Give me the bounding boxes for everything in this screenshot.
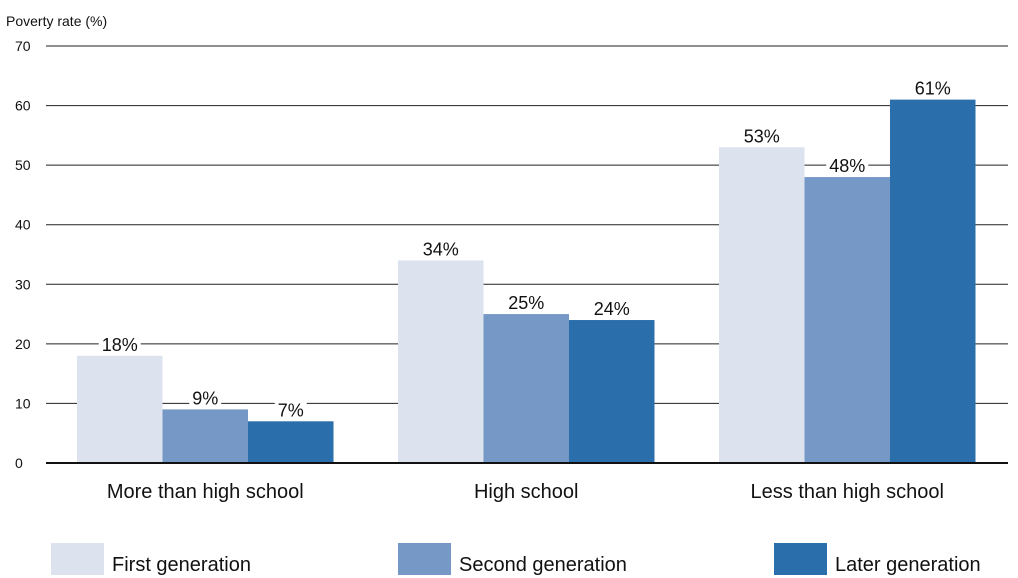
data-label-background [505, 293, 548, 314]
y-tick-label-30: 30 [15, 276, 31, 292]
legend-swatch-first-generation [51, 543, 104, 575]
data-label-background [740, 126, 783, 147]
data-label-background [911, 78, 954, 99]
bar-more-than-high-school-later-generation [248, 421, 334, 463]
legend-swatch-later-generation [774, 543, 827, 575]
labels: 0 10 20 30 40 50 60 70 18% 9% 7% More than high sch… [15, 38, 954, 503]
data-label-high-school-first-generation: 34% [423, 239, 459, 259]
y-tick-label-60: 60 [15, 98, 31, 114]
data-label-high-school-second-generation: 25% [508, 293, 544, 313]
data-label-less-than-high-school-second-generation: 48% [829, 156, 865, 176]
legend-label-second-generation: Second generation [459, 554, 627, 576]
bar-high-school-later-generation [569, 320, 655, 463]
bar-less-than-high-school-second-generation [804, 177, 890, 464]
data-label-background [419, 239, 462, 260]
data-label-less-than-high-school-later-generation: 61% [915, 79, 951, 99]
y-axis-title: Poverty rate (%) [6, 13, 107, 29]
y-tick-label-20: 20 [15, 336, 31, 352]
legend-label-first-generation: First generation [112, 554, 251, 576]
data-label-background [189, 388, 222, 409]
bar-more-than-high-school-first-generation [77, 355, 163, 463]
y-tick-label-40: 40 [15, 217, 31, 233]
data-label-high-school-later-generation: 24% [594, 299, 630, 319]
data-label-background [98, 334, 141, 355]
category-label-less-than-high-school: Less than high school [751, 481, 944, 503]
y-tick-label-70: 70 [15, 38, 31, 54]
bar-less-than-high-school-first-generation [719, 147, 805, 463]
data-label-more-than-high-school-later-generation: 7% [278, 400, 304, 420]
category-label-high-school: High school [474, 481, 579, 503]
data-label-more-than-high-school-first-generation: 18% [102, 335, 138, 355]
gridlines [46, 45, 1008, 404]
data-label-background [590, 299, 633, 320]
data-label-less-than-high-school-first-generation: 53% [744, 126, 780, 146]
legend: First generation Second generation Later g… [51, 543, 981, 576]
data-label-background [274, 400, 307, 421]
y-tick-label-10: 10 [15, 395, 31, 411]
data-label-more-than-high-school-second-generation: 9% [192, 388, 218, 408]
y-tick-label-0: 0 [15, 455, 23, 471]
y-tick-label-50: 50 [15, 157, 31, 173]
bar-high-school-second-generation [483, 314, 569, 463]
category-label-more-than-high-school: More than high school [107, 481, 304, 503]
legend-label-later-generation: Later generation [835, 554, 981, 576]
legend-swatch-second-generation [398, 543, 451, 575]
bar-high-school-first-generation [398, 260, 484, 463]
bar-more-than-high-school-second-generation [162, 409, 248, 463]
bar-less-than-high-school-later-generation [890, 99, 976, 463]
bars [77, 99, 976, 464]
data-label-background [826, 156, 869, 177]
